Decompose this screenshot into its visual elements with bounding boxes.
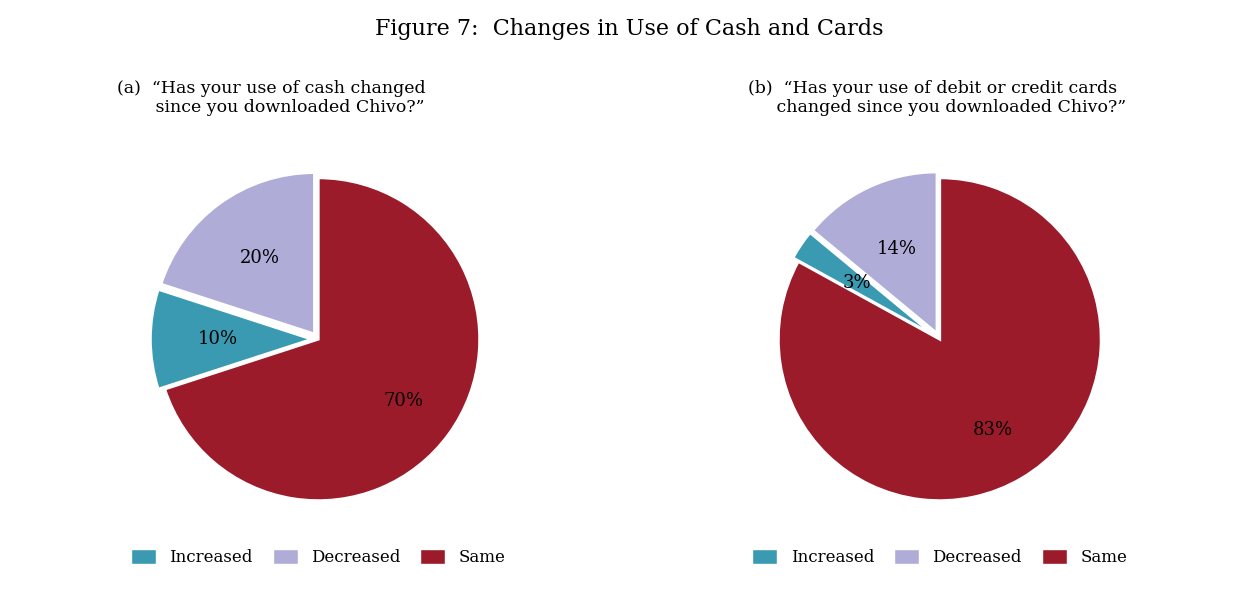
Wedge shape [793, 232, 935, 336]
Text: 83%: 83% [974, 421, 1013, 439]
Wedge shape [779, 178, 1101, 501]
Wedge shape [165, 178, 479, 501]
Text: 70%: 70% [384, 392, 423, 410]
Wedge shape [813, 172, 937, 333]
Text: 14%: 14% [877, 240, 917, 257]
Text: Figure 7:  Changes in Use of Cash and Cards: Figure 7: Changes in Use of Cash and Car… [375, 18, 883, 40]
Text: (a)  “Has your use of cash changed
       since you downloaded Chivo?”: (a) “Has your use of cash changed since … [117, 80, 425, 116]
Text: 10%: 10% [198, 330, 238, 348]
Wedge shape [161, 173, 314, 334]
Wedge shape [151, 289, 312, 389]
Text: 20%: 20% [239, 249, 279, 267]
Text: (b)  “Has your use of debit or credit cards
       changed since you downloaded : (b) “Has your use of debit or credit car… [738, 80, 1126, 116]
Legend: Increased, Decreased, Same: Increased, Decreased, Same [746, 542, 1133, 573]
Text: 3%: 3% [843, 274, 872, 292]
Legend: Increased, Decreased, Same: Increased, Decreased, Same [125, 542, 512, 573]
